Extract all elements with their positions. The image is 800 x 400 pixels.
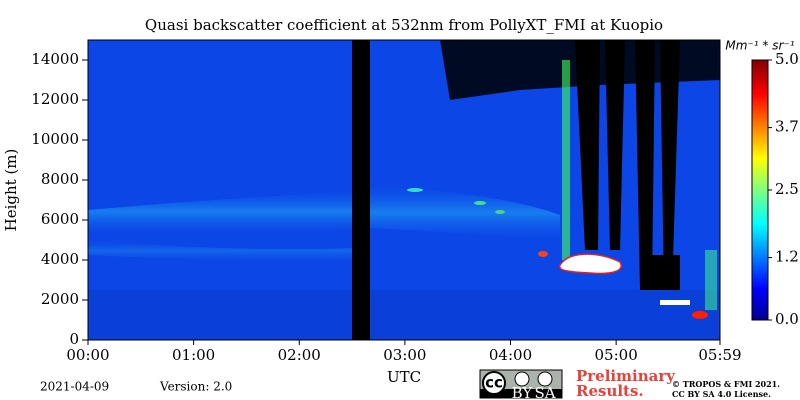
colorbar-tick-label: 5.0 [775,50,799,68]
license-logo: cc BY SA [479,369,563,400]
x-tick-label: 00:00 [66,346,109,364]
badge-text: SA [534,384,555,400]
license: CC BY SA 4.0 License. [672,389,771,399]
x-tick-label: 03:00 [383,346,426,364]
x-tick-label: 05:00 [595,346,638,364]
chart-title: Quasi backscatter coefficient at 532nm f… [145,16,663,34]
plot-frame [87,39,721,341]
y-tick-label: 14000 [31,50,79,68]
colorbar-tick-label: 0.0 [775,310,799,328]
y-tick-label: 4000 [41,250,79,268]
colorbar [751,59,769,321]
version: Version: 2.0 [159,380,232,394]
y-tick-label: 0 [69,330,79,348]
y-tick-label: 2000 [41,290,79,308]
y-tick-label: 12000 [31,90,79,108]
x-axis-label: UTC [387,368,421,386]
x-tick-label: 05:59 [698,346,741,364]
x-tick-label: 01:00 [172,346,215,364]
date: 2021-04-09 [40,380,109,394]
field [88,40,720,340]
y-axis-label: Height (m) [2,149,20,232]
colorbar-label: Mm⁻¹ * sr⁻¹ [725,39,794,53]
svg-text:cc: cc [485,374,503,392]
y-tick-label: 6000 [41,210,79,228]
notice: Preliminary Results. [576,367,676,400]
y-tick-label: 10000 [31,130,79,148]
x-tick-label: 02:00 [278,346,321,364]
badge-text: BY [512,384,534,400]
y-tick-label: 8000 [41,170,79,188]
copyright: © TROPOS & FMI 2021. [672,379,780,389]
colorbar-tick-label: 1.2 [775,248,799,266]
x-tick-label: 04:00 [489,346,532,364]
colorbar-tick-label: 2.5 [775,180,799,198]
colorbar-tick-label: 3.7 [775,118,799,136]
